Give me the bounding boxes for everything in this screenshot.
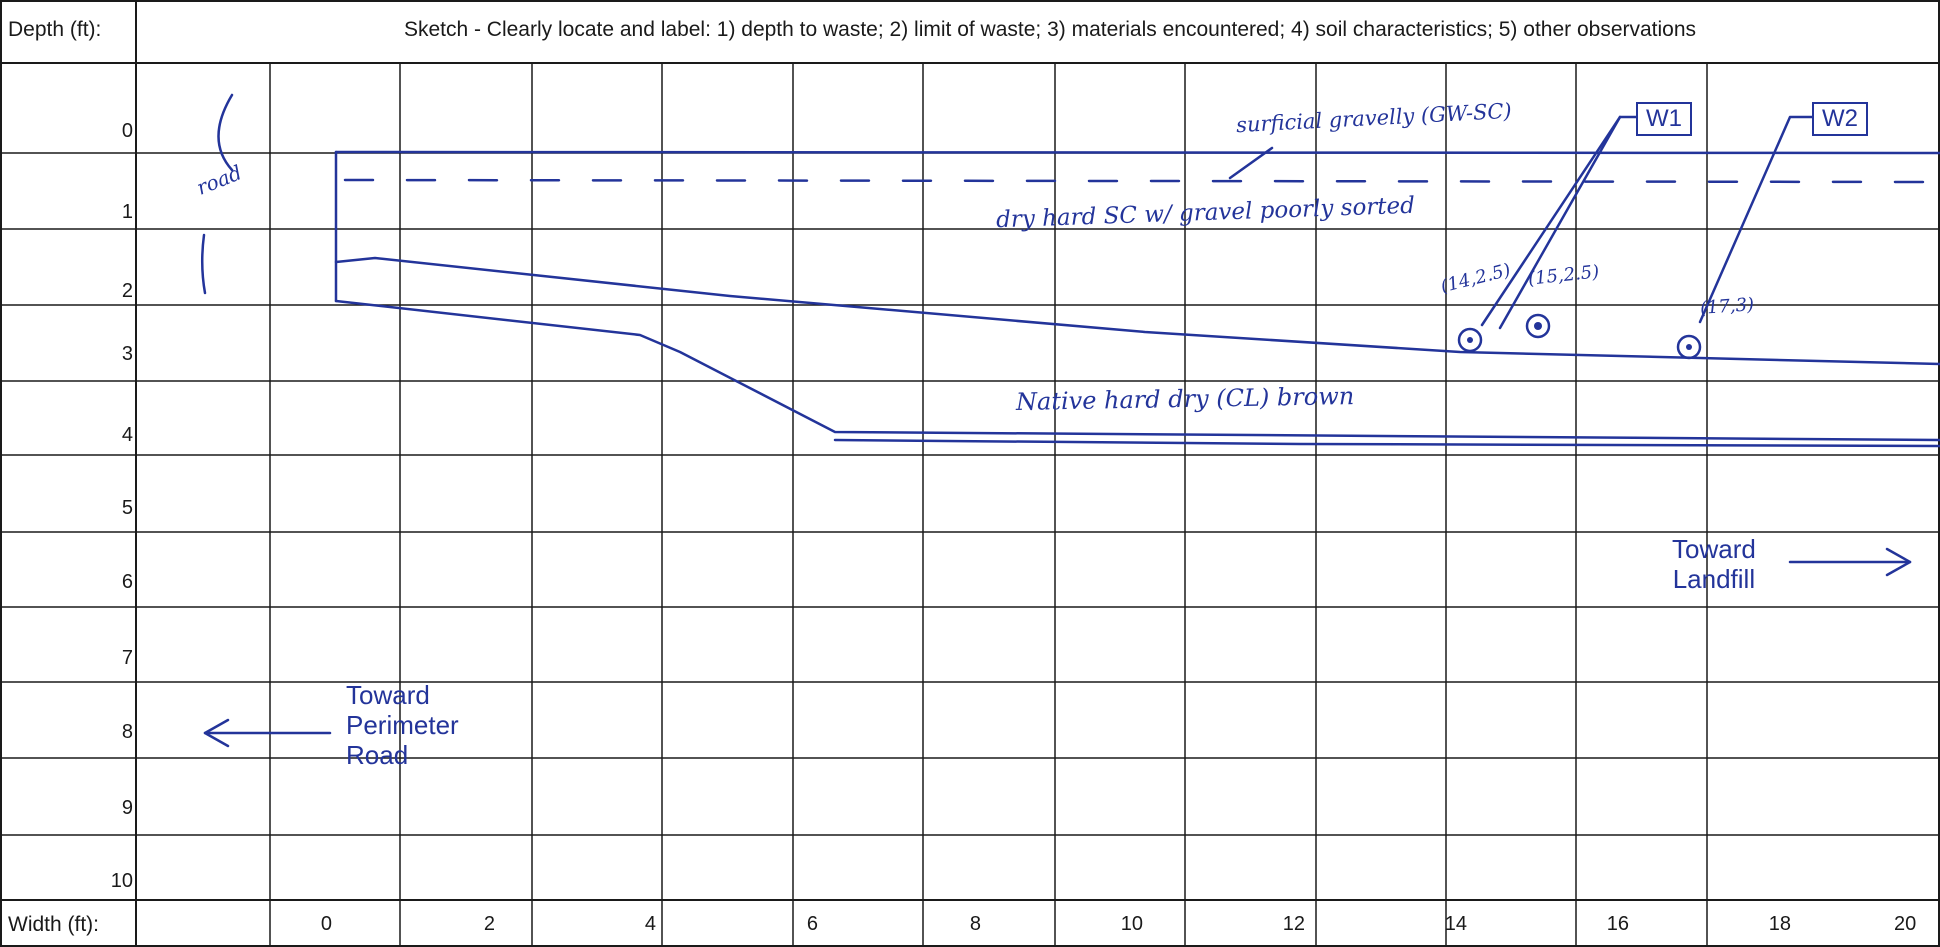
depth-tick-1: 1	[121, 201, 133, 223]
dashed-fill-line	[343, 178, 1932, 184]
landfill-line-1: Toward	[1672, 534, 1756, 564]
sample-dot-1	[1467, 337, 1473, 343]
perimeter-line-1: Toward	[346, 680, 430, 710]
sample-dots	[1467, 322, 1692, 350]
width-tick-0: 0	[320, 913, 332, 935]
depth-header-label: Depth (ft):	[8, 18, 102, 41]
depth-grid-lines	[0, 152, 1940, 836]
width-tick-6: 6	[806, 913, 818, 935]
width-grid-lines	[135, 63, 1708, 947]
road-line	[201, 233, 207, 295]
w1-label: W1	[1636, 102, 1692, 136]
perimeter-line-3: Road	[346, 740, 409, 770]
width-tick-16: 16	[1606, 913, 1629, 935]
depth-tick-8: 8	[121, 721, 133, 743]
depth-tick-6: 6	[121, 571, 133, 593]
handwritten-pt3: (17,3)	[1699, 294, 1755, 319]
width-tick-4: 4	[644, 913, 656, 935]
arrow-right-head	[1885, 547, 1912, 577]
depth-tick-7: 7	[121, 647, 133, 669]
toward-perimeter-road-note: Toward Perimeter Road	[346, 680, 459, 770]
ground-surface	[334, 150, 1940, 155]
w1-leader-a	[1498, 115, 1638, 330]
sample-circle-3	[1676, 334, 1702, 360]
width-tick-18: 18	[1768, 913, 1791, 935]
sample-dot-3	[1686, 344, 1692, 350]
sketch-instructions: Sketch - Clearly locate and label: 1) de…	[403, 18, 1697, 41]
depth-tick-0: 0	[121, 120, 133, 142]
width-tick-20: 20	[1894, 913, 1917, 935]
depth-tick-2: 2	[121, 280, 133, 302]
width-tick-2: 2	[483, 913, 495, 935]
perimeter-line-2: Perimeter	[346, 710, 459, 740]
depth-tick-3: 3	[121, 343, 133, 365]
sample-circle-2	[1525, 313, 1551, 339]
depth-tick-5: 5	[121, 497, 133, 519]
surficial-leader	[1228, 146, 1274, 180]
sample-circle-1	[1457, 327, 1483, 353]
handwritten-native: Native hard dry (CL) brown	[1015, 382, 1355, 416]
width-tick-12: 12	[1282, 913, 1305, 935]
landfill-line-2: Landfill	[1672, 564, 1756, 594]
arrow-left-head	[203, 718, 230, 748]
native-bottom-line	[833, 438, 1940, 448]
toward-landfill-note: Toward Landfill	[1672, 534, 1756, 594]
w2-label: W2	[1812, 102, 1868, 136]
sample-dot-2	[1534, 322, 1542, 330]
width-tick-8: 8	[969, 913, 981, 935]
depth-tick-10: 10	[110, 870, 133, 892]
w1-leader-b	[1480, 115, 1622, 327]
depth-tick-4: 4	[121, 424, 133, 446]
width-tick-10: 10	[1120, 913, 1143, 935]
width-footer-label: Width (ft):	[8, 913, 100, 936]
road-curve	[217, 93, 234, 172]
depth-tick-9: 9	[121, 797, 133, 819]
w2-leader	[1698, 115, 1814, 324]
width-tick-14: 14	[1444, 913, 1467, 935]
sketch-ink	[201, 93, 1940, 748]
native-top-line	[334, 299, 1940, 442]
waste-bottom-line	[334, 256, 1940, 366]
